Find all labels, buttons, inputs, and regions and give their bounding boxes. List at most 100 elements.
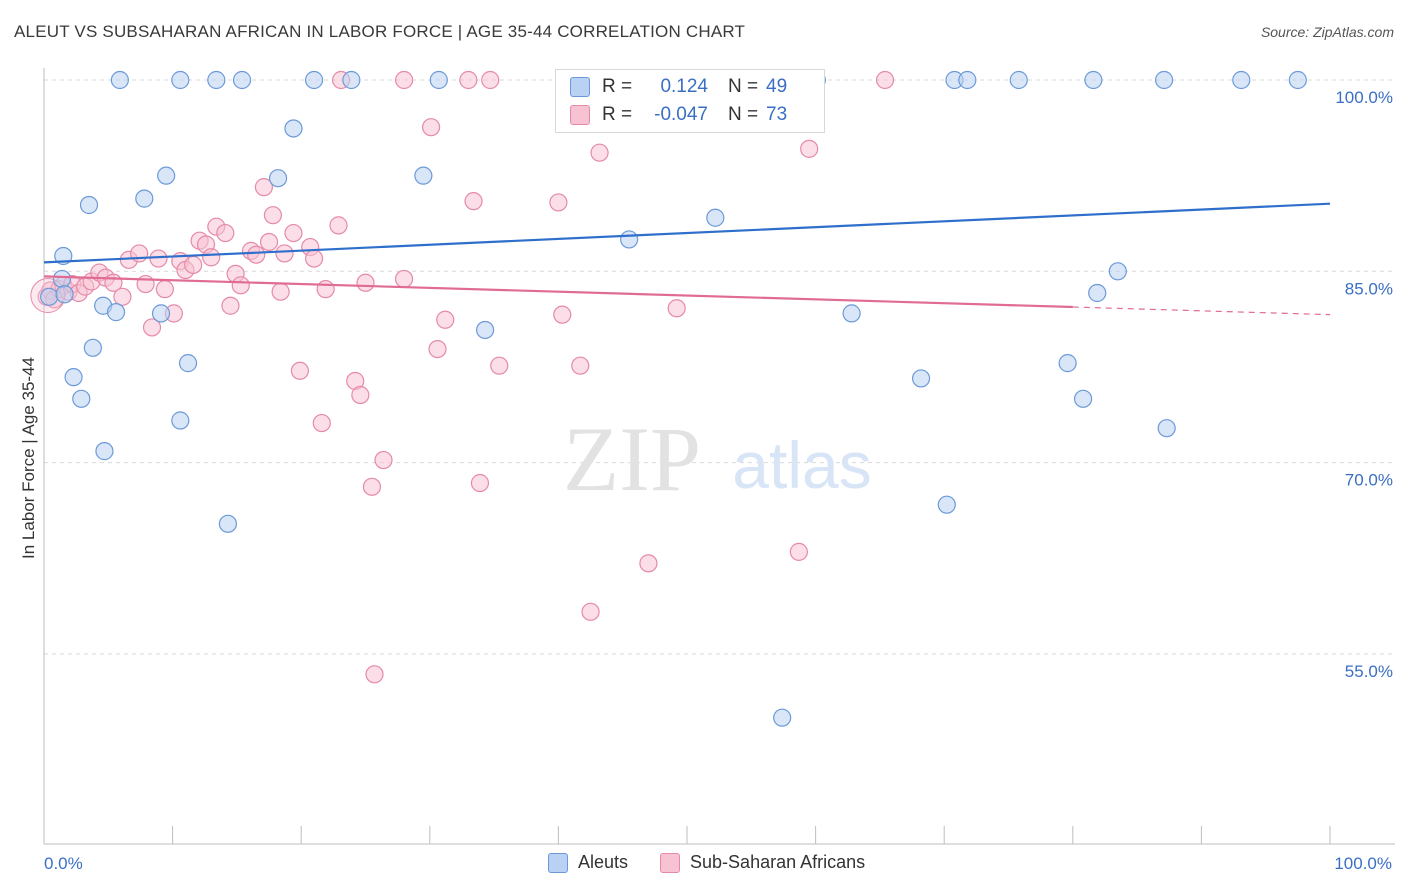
aleuts-point-25 bbox=[429, 70, 448, 90]
aleuts-point-4 bbox=[64, 368, 83, 387]
subsaharan-point-45 bbox=[329, 216, 348, 235]
aleuts-point-13 bbox=[157, 166, 176, 185]
legend-r-value: 0.124 bbox=[660, 76, 708, 97]
subsaharan-point-65 bbox=[571, 356, 590, 375]
subsaharan-point-23 bbox=[184, 255, 203, 275]
aleuts-point-37 bbox=[958, 70, 977, 90]
chart-source: Source: ZipAtlas.com bbox=[1260, 24, 1394, 40]
aleuts-point-12 bbox=[151, 304, 171, 323]
gridlines bbox=[44, 79, 1395, 655]
aleuts-point-22 bbox=[304, 70, 324, 90]
legend-r-label: R = bbox=[602, 104, 633, 125]
subsaharan-point-55 bbox=[421, 118, 441, 137]
aleuts-point-7 bbox=[83, 338, 102, 357]
aleuts-point-39 bbox=[1058, 354, 1077, 373]
subsaharan-point-31 bbox=[231, 276, 250, 295]
aleuts-point-6 bbox=[79, 195, 99, 215]
aleuts-point-35 bbox=[937, 495, 956, 514]
subsaharan-point-52 bbox=[374, 450, 393, 470]
y-tick-labels: 100.0% 85.0% 70.0% 55.0% bbox=[1335, 88, 1393, 681]
trend-lines bbox=[43, 202, 1331, 316]
aleuts-legend-label: Aleuts bbox=[578, 852, 629, 872]
subsaharan-point-58 bbox=[459, 70, 478, 90]
y-tick-label-2: 70.0% bbox=[1345, 471, 1393, 490]
subsaharan-point-36 bbox=[263, 206, 283, 225]
subsaharan-legend-label: Sub-Saharan Africans bbox=[690, 852, 866, 872]
subsaharan-point-19 bbox=[155, 280, 174, 299]
legend-row-aleuts: R = 0.124 N = 49 bbox=[570, 74, 787, 100]
aleuts-legend-swatch bbox=[548, 852, 568, 873]
subsaharan-point-16 bbox=[136, 274, 155, 294]
subsaharan-point-66 bbox=[581, 602, 600, 621]
subsaharan-point-34 bbox=[254, 178, 274, 197]
y-tick-label-0: 100.0% bbox=[1335, 88, 1393, 107]
subsaharan-point-62 bbox=[490, 356, 509, 375]
aleuts-point-21 bbox=[284, 119, 303, 138]
watermark-zip: ZIP bbox=[563, 408, 701, 510]
aleuts-point-16 bbox=[178, 354, 198, 373]
aleuts-point-43 bbox=[1108, 262, 1127, 281]
aleuts-point-48 bbox=[110, 70, 129, 90]
aleuts-point-20 bbox=[268, 169, 288, 188]
subsaharan-point-61 bbox=[481, 70, 500, 90]
legend-row-subsaharan: R = -0.047 N = 73 bbox=[570, 102, 787, 128]
aleuts-point-11 bbox=[135, 189, 154, 208]
aleuts-point-17 bbox=[207, 70, 226, 90]
subsaharan-point-48 bbox=[351, 385, 370, 405]
aleuts-point-10 bbox=[106, 303, 126, 322]
subsaharan-point-69 bbox=[639, 554, 658, 573]
x-tick-label-min: 0.0% bbox=[44, 854, 83, 873]
subsaharan-point-63 bbox=[549, 193, 568, 212]
subsaharan-point-71 bbox=[789, 542, 808, 561]
aleuts-point-5 bbox=[72, 389, 91, 408]
subsaharan-point-54 bbox=[394, 70, 414, 90]
subsaharan-point-33 bbox=[247, 245, 266, 264]
legend-r-value: -0.047 bbox=[654, 104, 708, 125]
subsaharan-point-38 bbox=[275, 244, 294, 263]
aleuts-point-47 bbox=[1288, 70, 1307, 90]
subsaharan-point-40 bbox=[290, 361, 310, 380]
legend-item-subsaharan: Sub-Saharan Africans bbox=[660, 852, 865, 873]
aleuts-trend-line bbox=[43, 202, 1331, 264]
y-tick-label-1: 85.0% bbox=[1345, 279, 1393, 298]
subsaharan-trend-line bbox=[43, 275, 1073, 309]
series-legend: Aleuts Sub-Saharan Africans bbox=[548, 852, 897, 873]
subsaharan-point-13 bbox=[113, 287, 132, 306]
subsaharan-point-56 bbox=[428, 339, 447, 359]
legend-n-value: 73 bbox=[766, 104, 788, 125]
subsaharan-point-42 bbox=[304, 249, 324, 268]
aleuts-point-28 bbox=[620, 230, 639, 249]
subsaharan-point-28 bbox=[216, 223, 235, 243]
subsaharan-point-39 bbox=[284, 223, 303, 243]
aleuts-point-18 bbox=[218, 514, 237, 533]
legend-n-value: 49 bbox=[766, 76, 788, 97]
subsaharan-point-18 bbox=[149, 249, 168, 268]
subsaharan-point-67 bbox=[590, 143, 609, 162]
subsaharan-point-72 bbox=[800, 139, 819, 158]
chart-title: ALEUT VS SUBSAHARAN AFRICAN IN LABOR FOR… bbox=[14, 22, 746, 41]
aleuts-point-24 bbox=[414, 166, 433, 185]
subsaharan-trend-extension bbox=[1072, 306, 1331, 316]
aleuts-point-33 bbox=[842, 304, 861, 323]
aleuts-point-23 bbox=[342, 70, 361, 90]
aleuts-swatch bbox=[570, 77, 590, 97]
legend-n-label: N = bbox=[728, 76, 759, 97]
aleuts-point-46 bbox=[1232, 70, 1251, 90]
subsaharan-point-37 bbox=[271, 282, 290, 301]
subsaharan-point-53 bbox=[394, 269, 414, 289]
blue-series-points bbox=[40, 70, 1307, 727]
subsaharan-point-70 bbox=[667, 299, 686, 318]
subsaharan-legend-swatch bbox=[660, 852, 681, 873]
subsaharan-point-43 bbox=[312, 413, 331, 433]
aleuts-point-1 bbox=[52, 269, 72, 289]
aleuts-point-45 bbox=[1157, 419, 1176, 438]
watermark: ZIP atlas bbox=[563, 408, 872, 510]
subsaharan-point-49 bbox=[356, 273, 375, 292]
subsaharan-point-29 bbox=[221, 296, 240, 315]
aleuts-point-15 bbox=[171, 70, 190, 90]
y-axis-title: In Labor Force | Age 35-44 bbox=[19, 357, 38, 559]
aleuts-point-29 bbox=[706, 208, 725, 227]
subsaharan-point-26 bbox=[202, 248, 221, 267]
subsaharan-point-57 bbox=[436, 310, 455, 329]
